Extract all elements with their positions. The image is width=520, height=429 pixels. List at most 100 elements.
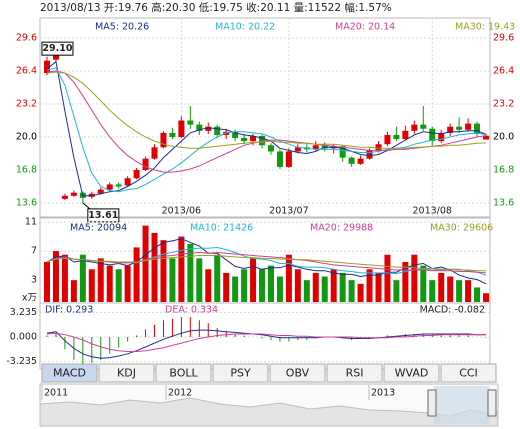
candle-body [214,126,221,135]
ma-line [46,329,487,359]
candle-body [88,193,95,197]
volume-bar [79,254,86,302]
volume-bar [447,276,454,302]
volume-bar [214,254,221,302]
legend-entry: MACD: -0.082 [420,305,485,316]
volume-bar [61,254,68,302]
tab[interactable] [269,363,326,383]
y-tick-label-left: 13.6 [16,198,37,209]
legend-entry: MA5: 20.26 [95,22,149,33]
volume-bar [106,265,113,302]
volume-bar [438,272,445,302]
y-tick-label-right: 16.8 [493,165,514,176]
x-tick-label: 2013/07 [269,206,308,217]
candle-body [178,120,185,137]
volume-bar [276,276,283,302]
candle-body [115,184,122,187]
volume-bar [393,280,400,302]
tab[interactable] [440,363,497,383]
annotation-box [87,208,120,223]
candle-body [133,170,140,179]
candle-body [70,192,77,196]
volume-bar [294,269,301,302]
volume-bar [465,280,472,302]
navigator-label: 2013 [371,388,395,399]
volume-bar [97,258,104,302]
candle-body [447,126,454,133]
ma-line [46,332,487,352]
y-tick-label-right: 26.4 [493,66,514,77]
navigator-window[interactable] [434,386,490,424]
y-tick-label-left: 20.0 [16,132,37,143]
candle-body [357,158,364,164]
tab[interactable] [98,363,155,383]
volume-bar [169,258,176,302]
volume-bar [205,269,212,302]
candle-body [465,123,472,130]
tab-label[interactable]: BOLL [169,367,198,380]
volume-bar [366,269,373,302]
volume-bar [330,269,337,302]
volume-bar [411,254,418,302]
volume-bar [115,269,122,302]
volume-bar [285,254,292,302]
volume-bar [456,280,463,302]
volume-bar [339,272,346,302]
y-tick-label-left: 29.6 [16,33,37,44]
legend-entry: DIF: 0.293 [45,305,93,316]
candle-body [44,60,50,74]
tab[interactable] [383,363,440,383]
candle-body [483,135,489,140]
volume-bar [160,240,167,302]
y-tick-label-right: 29.6 [493,33,514,44]
volume-bar [420,265,427,302]
candle-body [267,145,274,152]
candle-body [160,132,167,148]
volume-bar [384,254,391,302]
tab-label[interactable]: KDJ [117,367,136,380]
price-frame [39,17,491,218]
volume-bar [474,287,481,302]
volume-bar [259,269,266,302]
tab[interactable] [326,363,383,383]
candle-body [276,151,283,167]
candle-body [285,151,292,167]
candle-body [232,131,239,139]
navigator-handle-left[interactable] [427,389,437,417]
y-tick-label: 7 [31,246,37,257]
candle-body [339,146,346,158]
volume-bar [44,262,50,302]
volume-bar [375,272,382,302]
navigator-handle-right[interactable] [487,389,497,417]
tab[interactable] [41,363,98,383]
volume-bar [178,236,185,302]
volume-bar [52,251,59,302]
tab[interactable] [155,363,212,383]
ma-line [46,71,487,149]
volume-bar [70,280,77,302]
tab-label[interactable]: MACD [53,367,86,380]
indicator-tabs: MACD KDJ BOLL PSY OBV RSI WVAD CCI [41,363,497,383]
y-tick-label: 11 [25,217,37,228]
ma-line [46,67,487,193]
volume-bar [151,232,158,302]
candle-body [124,178,131,186]
annotation-label: 13.61 [88,210,118,221]
candle-body [312,145,319,150]
tab-label[interactable]: WVAD [395,367,429,380]
tab-label[interactable]: CCI [459,367,478,380]
tab-label[interactable]: RSI [346,367,364,380]
volume-bar [321,276,328,302]
volume-bar [483,293,489,302]
x-tick-label: 2013/08 [413,206,452,217]
candle-body [429,128,436,142]
legend-entry: MA20: 29988 [310,223,373,234]
tab[interactable] [212,363,269,383]
legend-entry: MA30: 19.43 [455,22,515,33]
ma-line [46,255,486,272]
candle-body [187,120,194,125]
tab-label[interactable]: OBV [286,367,310,380]
legend-entry: MA5: 20094 [70,223,127,234]
tab-label[interactable]: PSY [230,367,251,380]
y-tick-label-left: 16.8 [16,165,37,176]
